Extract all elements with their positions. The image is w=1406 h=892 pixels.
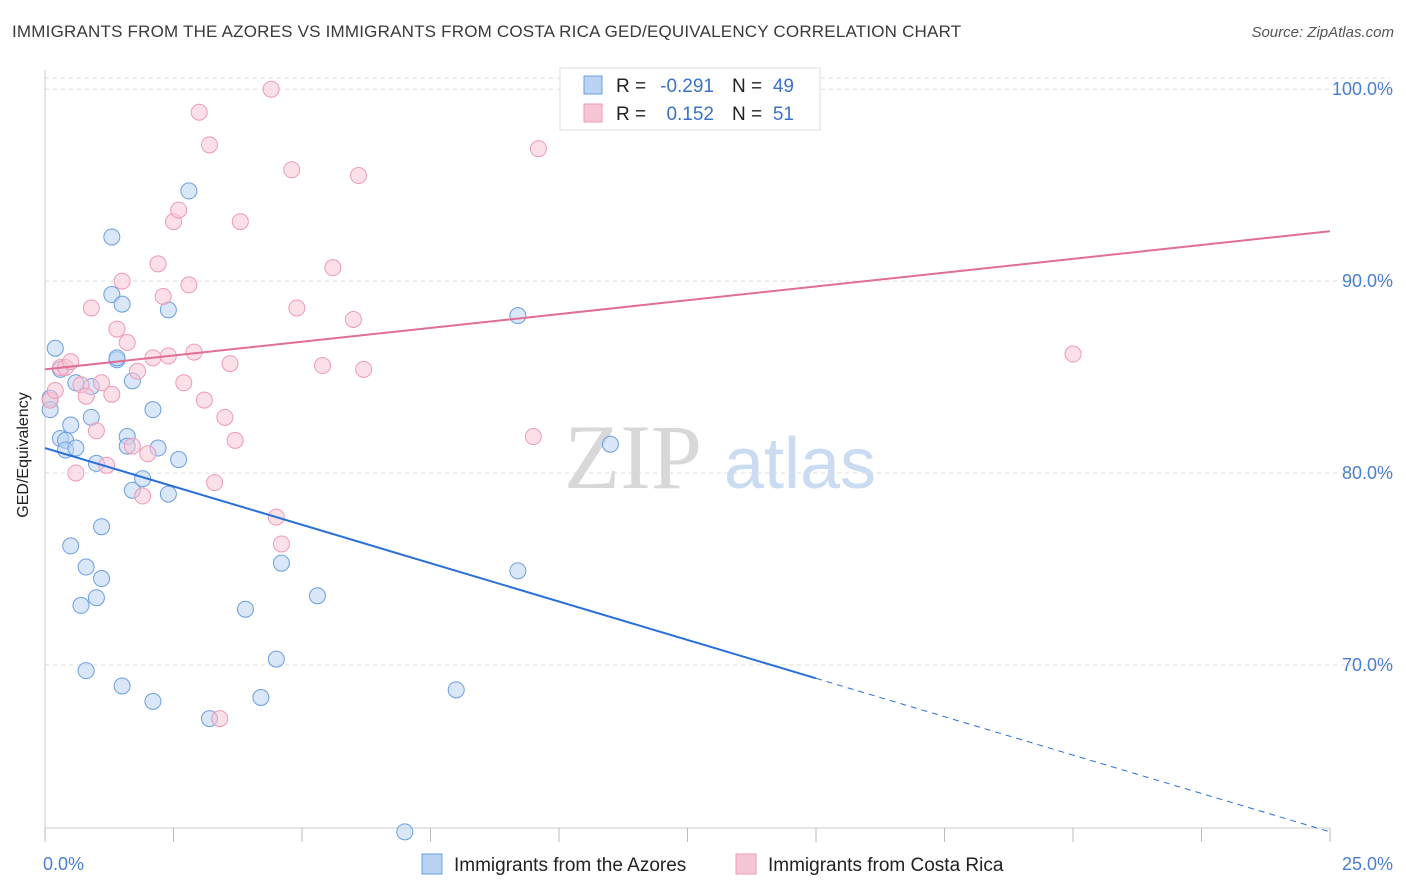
x-tick-label: 0.0%: [43, 854, 84, 874]
azores-point: [509, 307, 527, 325]
azores-point: [236, 600, 254, 618]
costa-rica-trend-line: [44, 230, 1331, 371]
costa-rica-point: [283, 161, 301, 179]
stats-box: [559, 67, 821, 131]
azores-point: [72, 596, 90, 614]
costa-rica-point: [314, 357, 332, 375]
azores-point: [87, 589, 105, 607]
costa-rica-point: [108, 320, 126, 338]
costa-rica-point: [77, 387, 95, 405]
costa-rica-point: [350, 167, 368, 185]
azores-point: [77, 662, 95, 680]
costa-rica-point: [98, 456, 116, 474]
azores-point: [62, 416, 80, 434]
azores-point: [67, 439, 85, 457]
costa-rica-point: [139, 445, 157, 463]
costa-rica-point: [123, 437, 141, 455]
costa-rica-point: [1064, 345, 1082, 363]
x-tick-label: 25.0%: [1342, 854, 1393, 874]
costa-rica-point: [344, 310, 362, 328]
azores-point: [267, 650, 285, 668]
costa-rica-point: [154, 287, 172, 305]
costa-rica-point: [355, 360, 373, 378]
costa-rica-point: [170, 201, 188, 219]
costa-rica-point: [118, 333, 136, 351]
azores-point: [272, 554, 290, 572]
costa-rica-point: [272, 535, 290, 553]
stats-n-value: 51: [773, 104, 794, 125]
azores-point: [93, 518, 111, 536]
costa-rica-point: [82, 299, 100, 317]
azores-point: [93, 570, 111, 588]
azores-point: [144, 692, 162, 710]
azores-point: [396, 823, 414, 841]
costa-rica-point: [288, 299, 306, 317]
y-tick-label: 80.0%: [1342, 463, 1393, 483]
costa-rica-point: [175, 374, 193, 392]
azores-point: [308, 587, 326, 605]
y-tick-label: 70.0%: [1342, 655, 1393, 675]
azores-point: [77, 558, 95, 576]
stats-r-value: -0.291: [660, 76, 714, 97]
azores-trend-line: [44, 447, 817, 680]
azores-point: [46, 339, 64, 357]
costa-rica-point: [134, 487, 152, 505]
legend-label: Immigrants from the Azores: [454, 855, 686, 876]
legend-swatch: [421, 853, 443, 875]
costa-rica-point: [216, 408, 234, 426]
azores-point: [509, 562, 527, 580]
azores-point: [62, 537, 80, 555]
costa-rica-point: [46, 381, 64, 399]
costa-rica-point: [67, 464, 85, 482]
costa-rica-point: [206, 474, 224, 492]
azores-point: [103, 228, 121, 246]
costa-rica-point: [129, 362, 147, 380]
stats-n-label: N =: [732, 76, 762, 97]
costa-rica-point: [211, 710, 229, 728]
costa-rica-point: [190, 103, 208, 121]
stats-swatch: [583, 103, 603, 123]
azores-point: [113, 295, 131, 313]
costa-rica-point: [195, 391, 213, 409]
azores-point: [108, 349, 126, 367]
costa-rica-point: [231, 213, 249, 231]
costa-rica-point: [93, 374, 111, 392]
stats-r-value: 0.152: [666, 104, 714, 125]
chart-title: IMMIGRANTS FROM THE AZORES VS IMMIGRANTS…: [12, 22, 962, 41]
azores-trend-extension: [815, 677, 1331, 833]
azores-point: [601, 435, 619, 453]
costa-rica-point: [524, 428, 542, 446]
stats-swatch: [583, 75, 603, 95]
stats-n-value: 49: [773, 76, 794, 97]
y-tick-label: 90.0%: [1342, 271, 1393, 291]
costa-rica-point: [221, 355, 239, 373]
azores-point: [159, 485, 177, 503]
costa-rica-point: [149, 255, 167, 273]
costa-rica-point: [103, 385, 121, 403]
y-tick-label: 100.0%: [1332, 79, 1393, 99]
source-credit: Source: ZipAtlas.com: [1251, 24, 1394, 41]
costa-rica-point: [226, 431, 244, 449]
azores-point: [180, 182, 198, 200]
watermark-atlas: atlas: [724, 424, 876, 504]
costa-rica-point: [324, 259, 342, 277]
stats-n-label: N =: [732, 104, 762, 125]
stats-r-label: R =: [616, 76, 646, 97]
azores-point: [170, 451, 188, 469]
costa-rica-point: [262, 80, 280, 98]
costa-rica-point: [87, 422, 105, 440]
costa-rica-point: [200, 136, 218, 154]
costa-rica-point: [113, 272, 131, 290]
legend-label: Immigrants from Costa Rica: [768, 855, 1004, 876]
stats-r-label: R =: [616, 104, 646, 125]
legend-swatch: [735, 853, 757, 875]
azores-point: [252, 689, 270, 707]
azores-point: [447, 681, 465, 699]
watermark-zip: ZIP: [564, 406, 702, 508]
azores-point: [113, 677, 131, 695]
azores-point: [144, 401, 162, 419]
costa-rica-point: [180, 276, 198, 294]
costa-rica-point: [529, 140, 547, 158]
